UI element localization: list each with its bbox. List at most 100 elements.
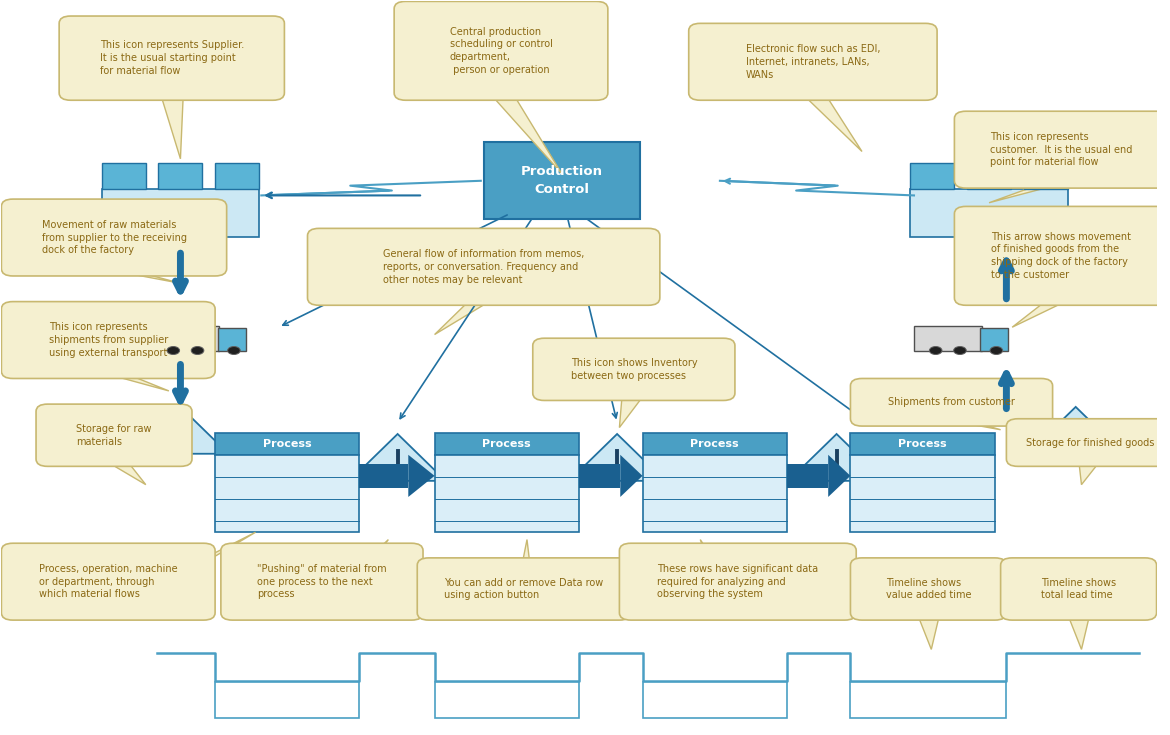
Polygon shape bbox=[350, 434, 446, 481]
FancyBboxPatch shape bbox=[221, 543, 424, 620]
Bar bbox=[215, 682, 359, 717]
Polygon shape bbox=[569, 434, 666, 481]
Bar bbox=[434, 682, 579, 717]
Bar bbox=[218, 329, 246, 351]
Text: Process: Process bbox=[899, 440, 947, 449]
Text: Storage for finished goods: Storage for finished goods bbox=[1026, 437, 1155, 448]
Polygon shape bbox=[989, 181, 1073, 203]
Bar bbox=[851, 434, 994, 455]
Polygon shape bbox=[408, 455, 434, 497]
FancyBboxPatch shape bbox=[418, 558, 631, 620]
Text: This icon represents Supplier.
It is the usual starting point
for material flow: This icon represents Supplier. It is the… bbox=[99, 40, 243, 76]
Text: Movement of raw materials
from supplier to the receiving
dock of the factory: Movement of raw materials from supplier … bbox=[41, 220, 186, 255]
Polygon shape bbox=[103, 269, 180, 283]
Text: You can add or remove Data row
using action button: You can add or remove Data row using act… bbox=[445, 578, 604, 600]
Text: Process: Process bbox=[482, 440, 531, 449]
Polygon shape bbox=[97, 532, 255, 613]
Bar bbox=[151, 326, 219, 351]
Polygon shape bbox=[801, 93, 862, 151]
Circle shape bbox=[929, 346, 942, 354]
Text: Timeline shows
value added time: Timeline shows value added time bbox=[886, 578, 971, 600]
Bar bbox=[434, 434, 579, 455]
Polygon shape bbox=[1027, 407, 1123, 453]
Polygon shape bbox=[103, 459, 146, 484]
Bar bbox=[102, 163, 146, 189]
Polygon shape bbox=[1067, 613, 1090, 650]
Bar bbox=[579, 465, 620, 487]
FancyBboxPatch shape bbox=[1006, 419, 1170, 466]
Text: Timeline shows
total lead time: Timeline shows total lead time bbox=[1041, 578, 1116, 600]
Polygon shape bbox=[620, 455, 642, 497]
Bar bbox=[434, 455, 579, 532]
Bar bbox=[787, 465, 828, 487]
Bar bbox=[642, 434, 787, 455]
Bar bbox=[483, 143, 640, 219]
Bar bbox=[980, 329, 1009, 351]
Polygon shape bbox=[489, 93, 562, 173]
FancyBboxPatch shape bbox=[851, 558, 1006, 620]
Bar bbox=[215, 163, 260, 189]
FancyBboxPatch shape bbox=[1000, 558, 1157, 620]
Bar bbox=[359, 465, 408, 487]
Bar bbox=[914, 326, 982, 351]
FancyBboxPatch shape bbox=[689, 24, 937, 100]
Polygon shape bbox=[940, 419, 1000, 430]
Text: Production
Control: Production Control bbox=[521, 165, 603, 196]
Bar bbox=[642, 455, 787, 532]
Text: Process, operation, machine
or department, through
which material flows: Process, operation, machine or departmen… bbox=[39, 564, 178, 600]
FancyBboxPatch shape bbox=[36, 404, 192, 466]
FancyBboxPatch shape bbox=[308, 229, 660, 305]
Polygon shape bbox=[828, 455, 851, 497]
Circle shape bbox=[954, 346, 966, 354]
Text: This icon represents
shipments from supplier
using external transport: This icon represents shipments from supp… bbox=[49, 322, 167, 358]
Text: Shipments from customer: Shipments from customer bbox=[888, 398, 1014, 407]
Polygon shape bbox=[1012, 298, 1073, 327]
Bar bbox=[215, 455, 359, 532]
Bar bbox=[966, 163, 1011, 189]
Bar bbox=[642, 682, 787, 717]
Polygon shape bbox=[701, 539, 749, 613]
Text: Electronic flow such as EDI,
Internet, intranets, LANs,
WANs: Electronic flow such as EDI, Internet, i… bbox=[745, 44, 880, 79]
FancyBboxPatch shape bbox=[394, 1, 608, 100]
Bar bbox=[158, 163, 202, 189]
Text: These rows have significant data
required for analyzing and
observing the system: These rows have significant data require… bbox=[658, 564, 818, 600]
Bar bbox=[910, 189, 1068, 237]
Polygon shape bbox=[917, 613, 940, 650]
Bar bbox=[910, 163, 955, 189]
Text: Process: Process bbox=[690, 440, 739, 449]
Text: This icon shows Inventory
between two processes: This icon shows Inventory between two pr… bbox=[571, 358, 697, 381]
Circle shape bbox=[191, 346, 204, 354]
Bar bbox=[851, 682, 1006, 717]
Text: This arrow shows movement
of finished goods from the
shipping dock of the factor: This arrow shows movement of finished go… bbox=[991, 232, 1131, 280]
Circle shape bbox=[990, 346, 1003, 354]
Circle shape bbox=[167, 346, 179, 354]
Circle shape bbox=[228, 346, 240, 354]
FancyBboxPatch shape bbox=[1, 543, 215, 620]
Text: Storage for raw
materials: Storage for raw materials bbox=[76, 424, 152, 447]
Polygon shape bbox=[132, 407, 228, 453]
Polygon shape bbox=[512, 539, 536, 613]
Polygon shape bbox=[310, 539, 388, 613]
FancyBboxPatch shape bbox=[60, 16, 284, 100]
Text: General flow of information from memos,
reports, or conversation. Frequency and
: General flow of information from memos, … bbox=[383, 249, 584, 284]
FancyBboxPatch shape bbox=[1, 301, 215, 379]
FancyBboxPatch shape bbox=[532, 338, 735, 401]
Polygon shape bbox=[1079, 459, 1102, 484]
Polygon shape bbox=[619, 393, 646, 428]
FancyBboxPatch shape bbox=[619, 543, 856, 620]
FancyBboxPatch shape bbox=[955, 207, 1168, 305]
Bar bbox=[215, 434, 359, 455]
Bar bbox=[102, 189, 260, 237]
Polygon shape bbox=[160, 93, 184, 159]
Bar bbox=[851, 455, 994, 532]
Text: This icon represents
customer.  It is the usual end
point for material flow: This icon represents customer. It is the… bbox=[990, 132, 1133, 168]
Polygon shape bbox=[434, 298, 495, 334]
Polygon shape bbox=[97, 371, 168, 391]
Text: "Pushing" of material from
one process to the next
process: "Pushing" of material from one process t… bbox=[257, 564, 387, 600]
FancyBboxPatch shape bbox=[851, 379, 1053, 426]
FancyBboxPatch shape bbox=[1, 199, 227, 276]
Bar bbox=[1024, 163, 1068, 189]
Polygon shape bbox=[789, 434, 885, 481]
FancyBboxPatch shape bbox=[955, 111, 1168, 188]
Text: Process: Process bbox=[263, 440, 311, 449]
